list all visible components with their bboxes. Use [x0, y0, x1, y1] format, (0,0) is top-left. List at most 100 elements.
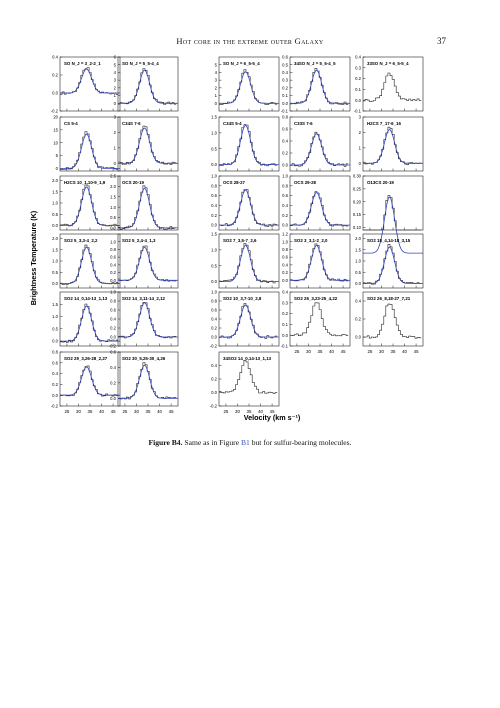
gaussian-fit: [118, 364, 178, 399]
spectrum-panel: 0 1 2 3 H2CS 7_17-6_16: [359, 115, 424, 172]
y-tick-label: 0.2: [355, 76, 361, 81]
gaussian-fit: [219, 189, 279, 226]
panel-title: SO N_J = 3_2-2_1: [64, 61, 101, 66]
y-tick-label: 0.6: [282, 127, 288, 132]
y-tick-label: 0: [359, 161, 362, 166]
y-tick-label: 1.0: [52, 314, 58, 319]
y-tick-label: 0.8: [110, 247, 116, 252]
panel-title: SO N_J = 5_5-4_4: [122, 61, 159, 66]
y-tick-label: 0.2: [355, 317, 361, 322]
y-tick-label: 0: [114, 161, 117, 166]
spectrum-panel: 0.10 0.15 0.20 0.25 0.30 O13CS 20-19: [353, 174, 424, 254]
x-tick-label: 25: [223, 409, 228, 414]
y-tick-label: 0.4: [282, 203, 288, 208]
y-tick-label: 0.4: [211, 203, 217, 208]
y-tick-label: 2: [215, 85, 218, 90]
y-tick-label: 0.1: [282, 322, 288, 327]
y-tick-label: 0.3: [355, 65, 361, 70]
gaussian-fit: [118, 127, 178, 164]
y-tick-label: 2.5: [110, 174, 116, 179]
caption-figure-ref[interactable]: B1: [240, 438, 250, 447]
x-tick-label: 40: [157, 409, 162, 414]
y-tick-label: 0.6: [282, 55, 288, 60]
y-tick-label: 0.4: [355, 55, 361, 60]
caption-text-before: Same as in Figure: [184, 438, 241, 447]
y-tick-label: 0.15: [353, 212, 362, 217]
y-tick-label: 0.5: [211, 146, 217, 151]
panel-title: SO2 30_5,25-30_4,26: [122, 356, 166, 361]
y-tick-label: 0.0: [355, 98, 361, 103]
y-tick-label: 2.0: [52, 236, 58, 241]
y-tick-label: 0.5: [282, 62, 288, 67]
y-tick-label: 1.0: [211, 174, 217, 179]
y-tick-label: 0.0: [211, 279, 217, 284]
gaussian-fit: [290, 192, 350, 226]
gaussian-fit: [118, 246, 178, 281]
y-tick-label: -0.1: [281, 344, 289, 349]
y-tick-label: 1.0: [211, 130, 217, 135]
y-tick-label: 0: [56, 166, 59, 171]
y-tick-label: 1.0: [211, 290, 217, 295]
gaussian-fit: [118, 69, 178, 104]
y-tick-label: 0.0: [52, 91, 58, 96]
x-tick-label: 35: [247, 409, 252, 414]
spectrum-panel: -0.2 0.0 0.2 0.4 0.6 0.8 25 30 35 40 45 SO2 29_3,26…: [51, 350, 121, 414]
spectrum-panel: 0.0 0.5 1.0 1.5 2.0 2.5 OCS 20-19: [110, 174, 179, 231]
y-tick-label: 0.3: [282, 78, 288, 83]
y-tick-label: 2: [114, 130, 117, 135]
spectrum-panel: 0.0 0.5 1.0 1.5 SO2 7_3,5-7_2,6: [211, 232, 280, 289]
y-tick-label: 0.8: [282, 183, 288, 188]
x-axis-label: Velocity (km s⁻¹): [244, 413, 301, 422]
gaussian-fit: [60, 133, 120, 169]
observed-spectrum: [219, 69, 278, 105]
y-tick-label: 1: [114, 93, 117, 98]
y-tick-label: 0.6: [110, 308, 116, 313]
y-tick-label: 1.0: [110, 239, 116, 244]
y-tick-label: 5: [114, 62, 117, 67]
x-tick-label: 45: [169, 409, 174, 414]
y-tick-label: 0.2: [110, 380, 116, 385]
y-tick-label: 2: [359, 130, 362, 135]
observed-spectrum: [363, 244, 422, 285]
gaussian-fit: [219, 71, 279, 104]
x-tick-label: 35: [88, 409, 93, 414]
y-tick-label: 0.2: [52, 73, 58, 78]
observed-spectrum: [219, 360, 278, 394]
panel-title: SO2 14_0,14-13_1,13: [64, 296, 108, 301]
y-tick-label: 2: [114, 85, 117, 90]
y-tick-label: 0.8: [211, 183, 217, 188]
y-tick-label: -0.2: [109, 344, 117, 349]
x-tick-label: 30: [379, 349, 384, 354]
panel-title: SO2 29_3,26-28_2,27: [64, 356, 108, 361]
y-tick-label: 1.0: [282, 174, 288, 179]
y-tick-label: 0.6: [110, 350, 116, 355]
spectrum-panel: -0.1 0.0 0.1 0.2 0.3 0.4 33SO N_J = 6_5-5_4: [354, 55, 424, 114]
gaussian-fit: [219, 125, 279, 165]
spectrum-panel: 0.0 0.2 0.4 0.6 0.8 1.0 SO2 5_2,4-4_1,3: [110, 233, 179, 289]
y-tick-label: 0.2: [282, 151, 288, 156]
y-tick-label: 1.5: [110, 194, 116, 199]
panel-title: OCS 29-28: [294, 180, 317, 185]
y-tick-label: 0.0: [110, 226, 116, 231]
observed-spectrum: [118, 125, 177, 165]
y-tick-label: 0.10: [353, 225, 362, 230]
x-tick-label: 30: [76, 409, 81, 414]
y-tick-label: 0.0: [282, 333, 288, 338]
y-tick-label: 0.0: [211, 223, 217, 228]
y-tick-label: 0.8: [282, 115, 288, 120]
y-tick-label: 1.2: [282, 232, 288, 237]
x-tick-label: 45: [111, 409, 116, 414]
y-tick-label: 0.4: [211, 317, 217, 322]
panel-title: OCS 28-27: [223, 180, 246, 185]
x-tick-label: 45: [414, 349, 419, 354]
spectrum-panel: -0.1 0.0 0.1 0.2 0.3 0.4 0.5 0.6 34SO N_J = 5_6-…: [281, 55, 351, 114]
y-tick-label: 3: [359, 115, 362, 120]
y-tick-label: 0.5: [52, 270, 58, 275]
observed-spectrum: [363, 195, 422, 231]
y-tick-label: 10: [53, 140, 58, 145]
x-tick-label: 40: [99, 409, 104, 414]
y-tick-label: 0.0: [52, 339, 58, 344]
gaussian-fit: [60, 305, 120, 342]
spectrum-panel: 0.0 0.5 1.0 1.5 2.0 H2CS 10_1,10-9_1,9: [52, 175, 121, 231]
